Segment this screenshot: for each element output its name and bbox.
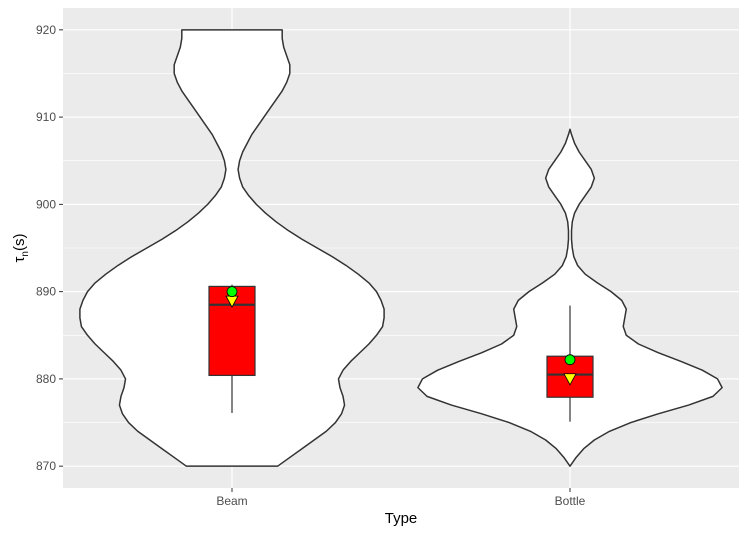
- x-axis: Beam Bottle: [216, 488, 586, 508]
- violins: [79, 29, 723, 467]
- mean-point-marker: [226, 286, 238, 298]
- violin-beam: [79, 29, 385, 467]
- y-tick-label: 910: [36, 110, 56, 124]
- y-axis: 870 880 890 900 910 920: [36, 23, 63, 473]
- median-triangle-marker: [563, 373, 577, 386]
- x-axis-title: Type: [385, 510, 418, 527]
- y-axis-title-unit: (s): [11, 234, 28, 252]
- y-tick-label: 900: [36, 197, 56, 211]
- y-axis-title: τn(s): [11, 234, 31, 263]
- mean-point-marker: [564, 354, 576, 366]
- y-tick-label: 890: [36, 285, 56, 299]
- y-tick-label: 920: [36, 23, 56, 37]
- x-tick-label: Beam: [216, 494, 247, 508]
- y-tick-label: 870: [36, 459, 56, 473]
- x-tick-label: Bottle: [555, 494, 586, 508]
- markers: [225, 286, 577, 386]
- y-axis-title-subscript: n: [20, 251, 31, 257]
- violin-bottle: [417, 128, 723, 467]
- y-axis-title-symbol: τ: [11, 257, 28, 263]
- y-tick-label: 880: [36, 372, 56, 386]
